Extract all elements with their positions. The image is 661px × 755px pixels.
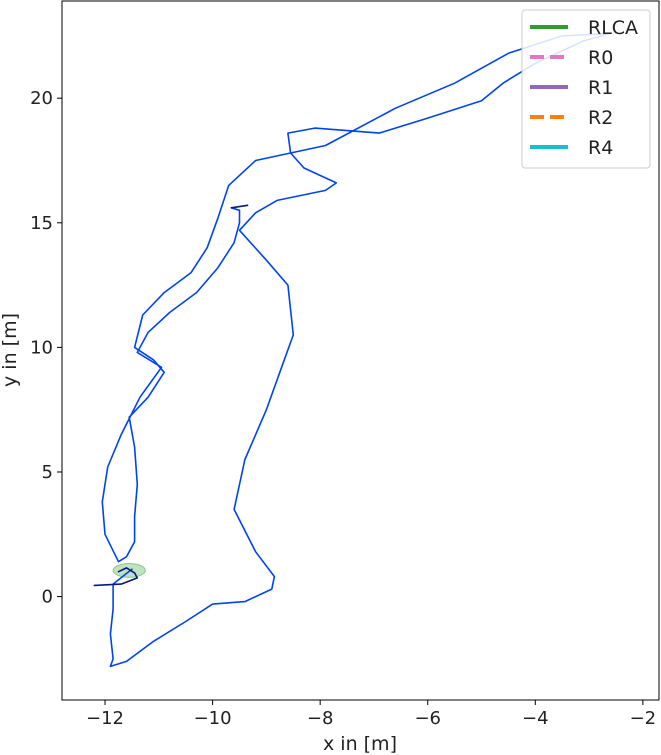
trajectory-line-2 [93,567,139,587]
x-axis-label: x in [m] [323,733,397,755]
x-tick-label: −8 [307,708,334,729]
y-tick-label: 0 [42,587,53,608]
legend-label-r0: R0 [588,47,613,69]
legend-label-r4: R4 [588,137,613,159]
plot-frame [61,0,660,701]
legend: RLCA R0 R1 R2 R4 [521,9,651,169]
y-tick-label: 20 [30,88,53,109]
y-axis-label: y in [m] [0,313,21,387]
y-tick-label: 10 [30,337,53,358]
legend-label-r1: R1 [588,77,613,99]
x-tick-label: −6 [414,708,441,729]
legend-box [521,9,651,169]
x-tick-label: −10 [194,708,232,729]
x-tick-label: −12 [86,708,124,729]
x-tick-label: −2 [630,708,657,729]
legend-label-rlca: RLCA [588,17,638,39]
legend-label-r2: R2 [588,107,613,129]
y-tick-label: 5 [42,462,53,483]
x-tick-label: −4 [522,708,549,729]
trajectory-line-3 [230,204,249,209]
y-tick-label: 15 [30,213,53,234]
axis-ticks: −12 −10 −8 −6 −4 −2 0 5 10 15 20 [30,88,656,729]
